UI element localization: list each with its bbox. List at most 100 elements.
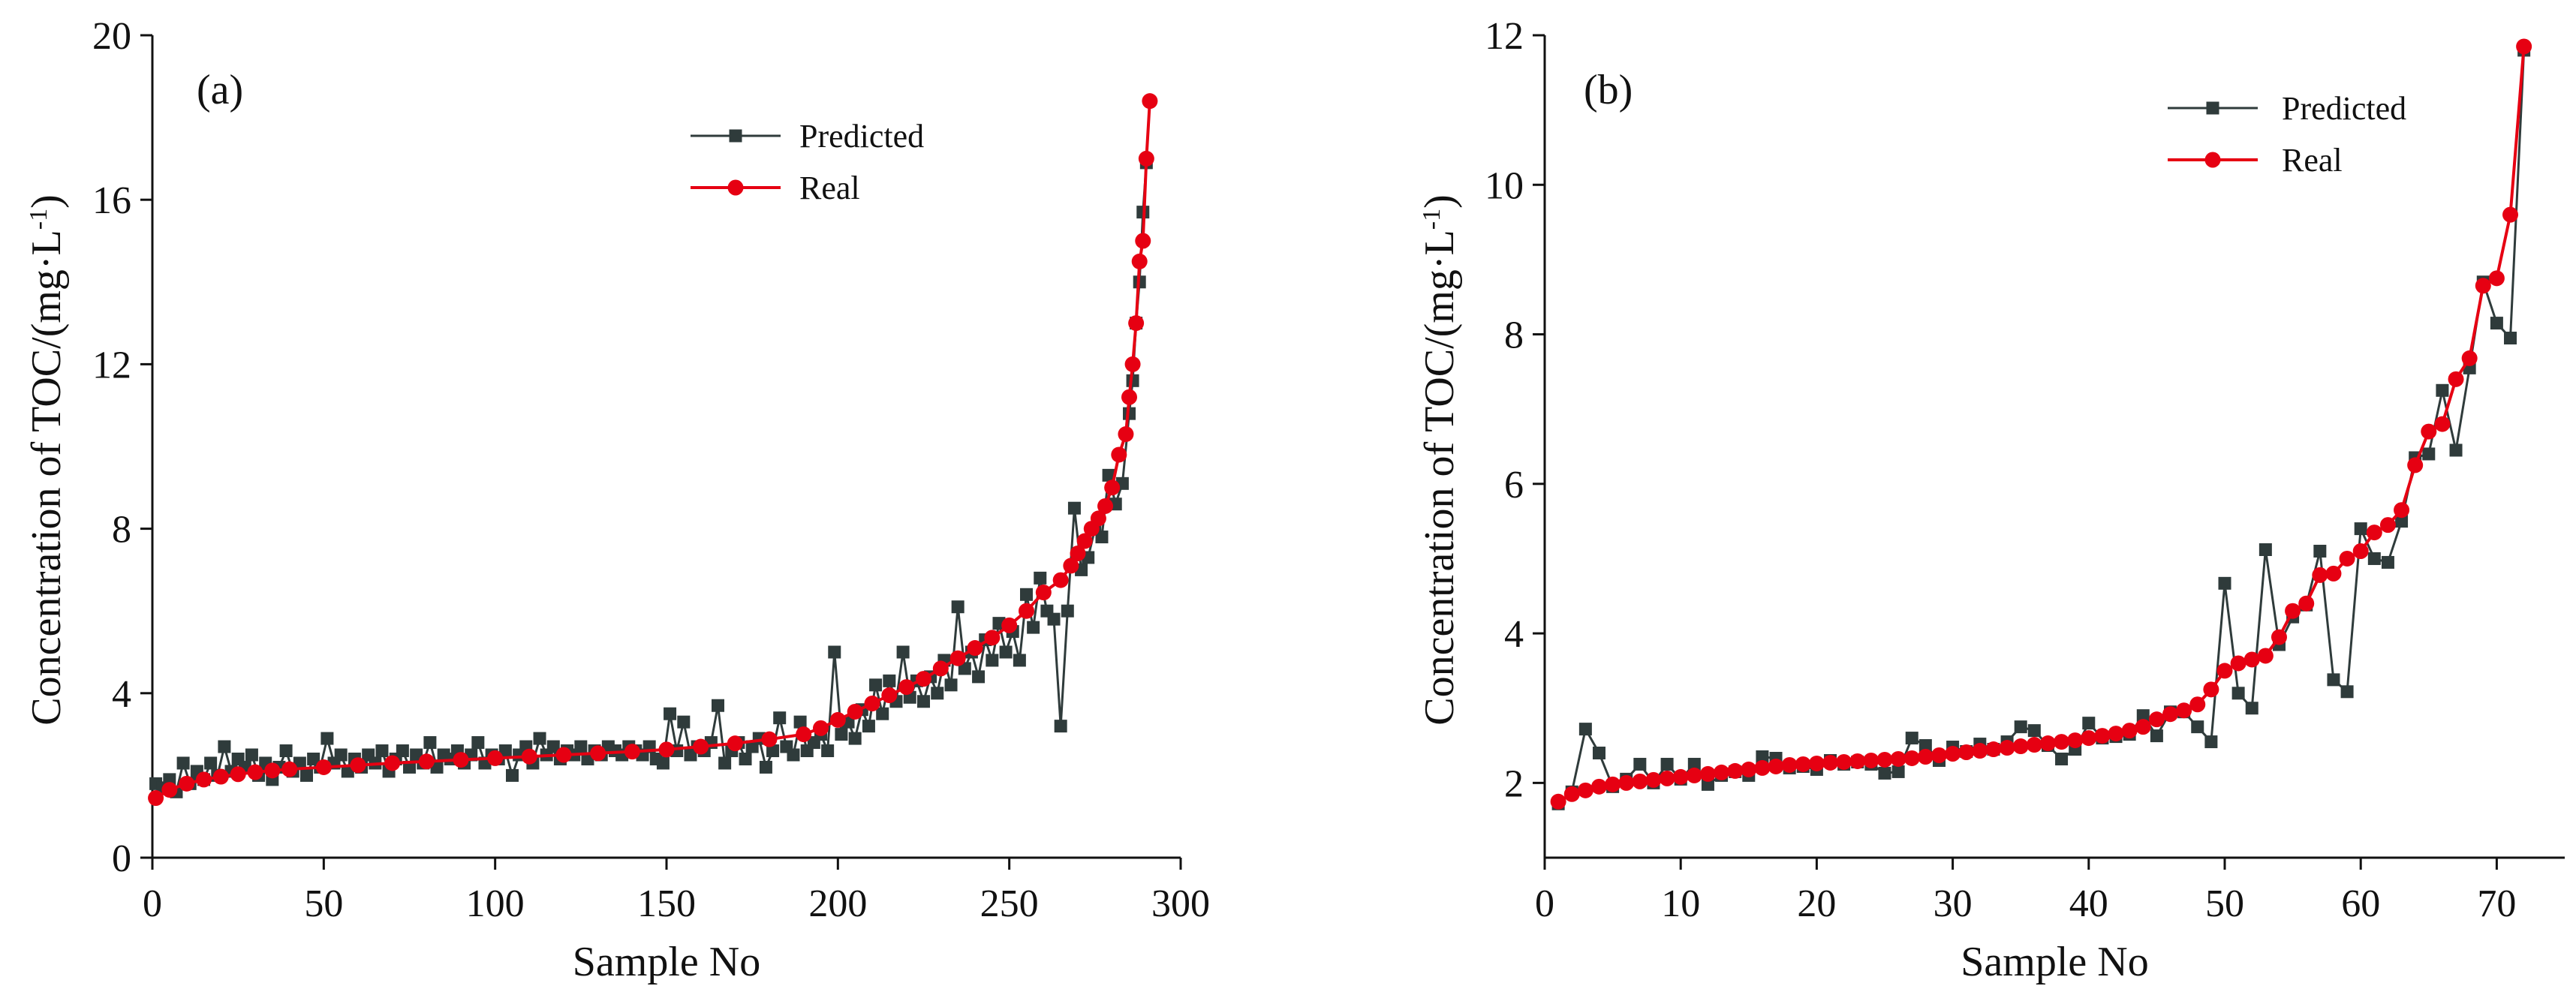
data-point bbox=[2461, 350, 2478, 366]
data-point bbox=[247, 764, 263, 780]
data-point bbox=[1054, 720, 1067, 733]
data-point bbox=[1027, 621, 1040, 634]
data-point bbox=[2354, 522, 2367, 536]
data-point bbox=[1605, 776, 1621, 792]
data-point bbox=[813, 720, 829, 736]
data-point bbox=[1878, 766, 1891, 780]
data-point bbox=[2488, 270, 2505, 287]
data-point bbox=[281, 761, 298, 777]
x-tick-label: 50 bbox=[304, 882, 343, 925]
data-point bbox=[453, 752, 469, 768]
y-tick-label: 6 bbox=[1504, 464, 1524, 507]
data-point bbox=[1550, 793, 1566, 810]
data-point bbox=[664, 707, 677, 720]
data-point bbox=[264, 762, 281, 779]
y-tick-label: 10 bbox=[1485, 164, 1524, 207]
data-point bbox=[1903, 750, 1920, 766]
data-point bbox=[693, 738, 709, 755]
data-point bbox=[869, 678, 883, 692]
data-point bbox=[2366, 525, 2382, 541]
data-point bbox=[2203, 681, 2219, 698]
data-point bbox=[2422, 447, 2436, 461]
series-line bbox=[1557, 46, 2526, 804]
data-point bbox=[1699, 765, 1716, 782]
data-point bbox=[951, 600, 964, 614]
data-point bbox=[2148, 711, 2165, 728]
data-point bbox=[506, 768, 519, 782]
y-tick-label: 12 bbox=[1485, 15, 1524, 58]
data-point bbox=[279, 744, 293, 758]
data-point bbox=[204, 756, 218, 770]
data-point bbox=[2108, 726, 2124, 742]
data-point bbox=[2162, 706, 2179, 723]
series-real bbox=[1550, 38, 2532, 810]
legend-label-real: Real bbox=[2282, 142, 2343, 179]
data-point bbox=[984, 630, 1001, 646]
data-point bbox=[2449, 443, 2463, 457]
data-point bbox=[766, 744, 780, 758]
data-point bbox=[883, 674, 896, 687]
data-point bbox=[917, 695, 930, 708]
data-point bbox=[2231, 687, 2245, 700]
y-tick-label: 12 bbox=[92, 344, 131, 386]
data-point bbox=[471, 736, 485, 750]
panel-label: (a) bbox=[197, 67, 243, 113]
y-tick-label: 20 bbox=[92, 15, 131, 58]
data-point bbox=[1563, 786, 1580, 802]
x-tick-label: 0 bbox=[143, 882, 162, 925]
legend: Predicted Real bbox=[691, 118, 924, 206]
data-point bbox=[2026, 737, 2042, 753]
series-line bbox=[1557, 50, 2526, 805]
data-point bbox=[1138, 150, 1154, 167]
data-point bbox=[1660, 757, 1674, 771]
data-point bbox=[1102, 468, 1115, 482]
data-point bbox=[423, 736, 437, 750]
data-point bbox=[418, 753, 435, 770]
data-point bbox=[848, 732, 862, 745]
data-point bbox=[2054, 734, 2070, 750]
y-tick-label: 0 bbox=[112, 837, 131, 880]
data-point bbox=[2475, 278, 2491, 294]
data-point bbox=[2014, 720, 2027, 734]
data-point bbox=[932, 660, 949, 677]
data-point bbox=[403, 760, 416, 774]
chart-panel-a: (a) Sample No Concentration of TOC/(mg·L… bbox=[23, 15, 1210, 985]
data-point bbox=[2027, 724, 2041, 738]
data-point bbox=[1781, 756, 1798, 773]
data-point bbox=[1001, 617, 1018, 633]
data-point bbox=[2340, 685, 2354, 699]
y-axis-title-main: Concentration of TOC/(mg·L bbox=[23, 230, 70, 726]
data-point bbox=[1930, 747, 1947, 763]
data-point bbox=[1128, 315, 1145, 332]
x-tick-label: 20 bbox=[1797, 882, 1836, 925]
x-tick-label: 30 bbox=[1934, 882, 1973, 925]
x-tick-label: 150 bbox=[637, 882, 696, 925]
data-point bbox=[212, 768, 229, 785]
data-point bbox=[148, 790, 164, 807]
data-point bbox=[2298, 595, 2315, 612]
y-axis-title: Concentration of TOC/(mg·L-1) bbox=[1416, 194, 1463, 725]
data-point bbox=[2257, 648, 2274, 664]
data-point bbox=[916, 671, 931, 687]
data-point bbox=[847, 703, 863, 720]
data-point bbox=[727, 735, 743, 752]
x-tick-label: 70 bbox=[2477, 882, 2516, 925]
x-tick-label: 60 bbox=[2341, 882, 2380, 925]
data-point bbox=[1095, 531, 1109, 544]
data-point bbox=[590, 745, 606, 762]
data-point bbox=[2055, 752, 2069, 765]
data-point bbox=[2339, 550, 2355, 567]
series-real bbox=[148, 93, 1158, 807]
data-point bbox=[1061, 604, 1074, 618]
data-point bbox=[1019, 603, 1034, 619]
legend: Predicted Real bbox=[2168, 90, 2406, 179]
data-point bbox=[1121, 389, 1137, 405]
data-point bbox=[1633, 757, 1647, 771]
y-axis-title-main: Concentration of TOC/(mg·L bbox=[1416, 230, 1463, 726]
data-point bbox=[1052, 572, 1069, 588]
y-axis-title-sup: -1 bbox=[25, 209, 53, 230]
data-point bbox=[829, 711, 846, 728]
data-point bbox=[796, 726, 812, 743]
data-point bbox=[396, 744, 409, 758]
data-point bbox=[773, 711, 787, 725]
